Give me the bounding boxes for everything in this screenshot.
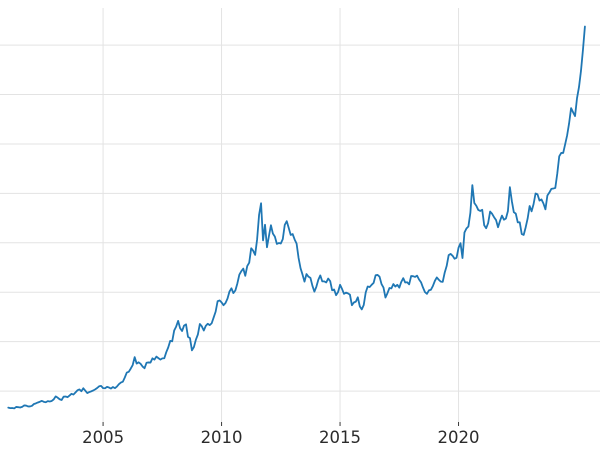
x-axis-tick-label: 2010 [201, 428, 243, 447]
price-line-series [7, 25, 586, 410]
x-axis-tick-label: 2005 [82, 428, 124, 447]
x-axis-tick-label: 2020 [438, 428, 480, 447]
x-axis-tick-label: 2015 [319, 428, 361, 447]
